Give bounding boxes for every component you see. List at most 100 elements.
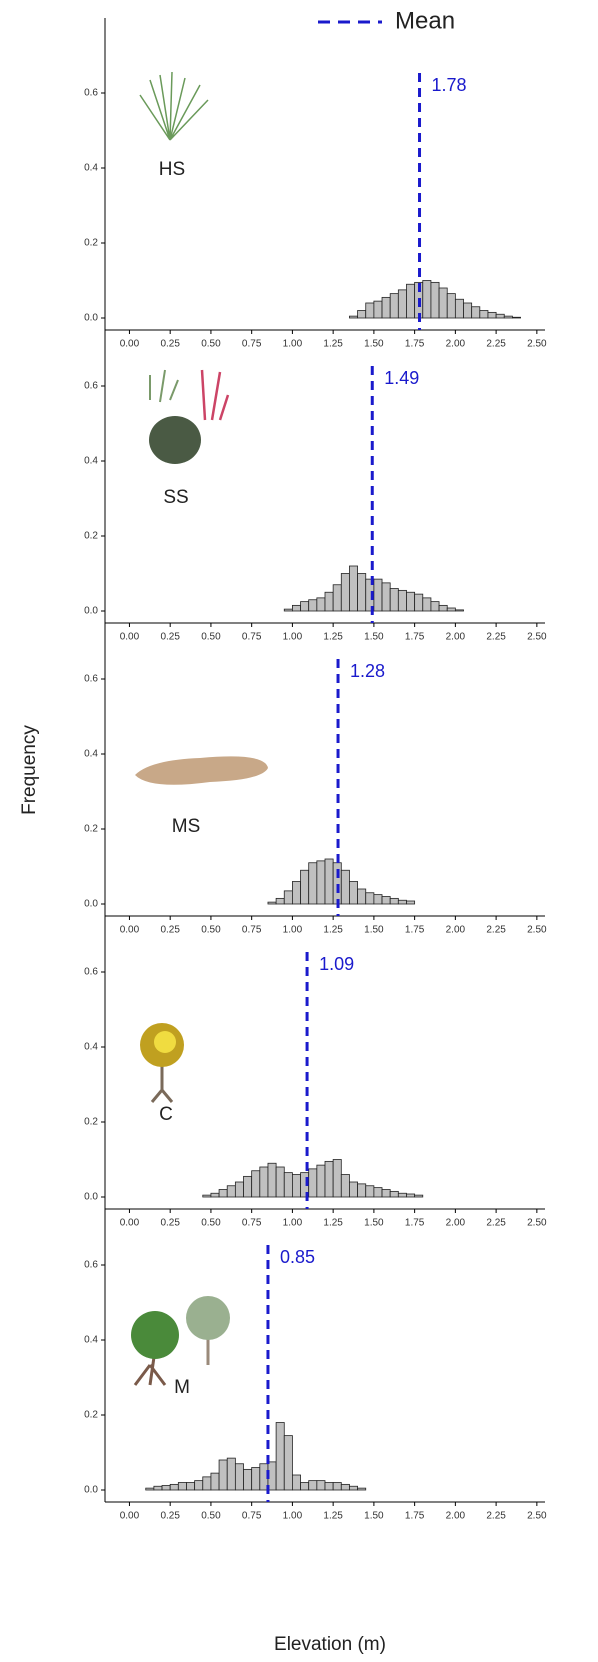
bar	[161, 1485, 171, 1491]
mean-label: 1.09	[319, 954, 354, 974]
x-tick-label: 1.25	[323, 339, 343, 350]
x-tick-label: 0.00	[120, 632, 140, 643]
x-tick-label: 2.25	[486, 1218, 506, 1229]
x-tick-label: 0.25	[160, 1218, 180, 1229]
bar	[381, 896, 391, 905]
bar	[438, 287, 448, 319]
x-tick-label: 1.75	[405, 925, 425, 936]
x-tick-label: 1.00	[283, 925, 303, 936]
bar	[283, 1435, 293, 1491]
x-tick-label: 0.25	[160, 339, 180, 350]
x-tick-label: 1.25	[323, 1218, 343, 1229]
bar	[357, 1487, 367, 1491]
x-tick-label: 0.50	[201, 632, 221, 643]
y-tick-label: 0.4	[84, 456, 98, 467]
y-tick-label: 0.2	[84, 1410, 98, 1421]
bar	[234, 1181, 244, 1198]
bar	[324, 591, 334, 612]
bar	[300, 1482, 310, 1491]
bar	[186, 1482, 196, 1491]
y-axis-label: Frequency	[19, 725, 40, 815]
x-tick-label: 2.25	[486, 339, 506, 350]
bar	[177, 1482, 187, 1491]
panel-label: C	[159, 1104, 173, 1125]
panel-label: HS	[159, 159, 185, 180]
bar	[283, 608, 293, 612]
y-tick-label: 0.6	[84, 967, 98, 978]
x-tick-label: 0.75	[242, 339, 262, 350]
bar	[365, 302, 375, 319]
bar	[430, 281, 440, 319]
bar	[340, 573, 350, 612]
x-tick-label: 1.75	[405, 339, 425, 350]
x-tick-label: 2.25	[486, 632, 506, 643]
y-tick-label: 0.6	[84, 1260, 98, 1271]
x-tick-label: 1.50	[364, 1218, 384, 1229]
bar	[300, 869, 310, 905]
bar	[324, 858, 334, 905]
panel-label: MS	[172, 816, 201, 837]
bar	[194, 1480, 204, 1491]
bar	[275, 1166, 285, 1198]
bar	[349, 881, 358, 905]
bar	[210, 1192, 220, 1198]
bar	[145, 1487, 155, 1491]
x-tick-label: 1.50	[364, 339, 384, 350]
x-tick-label: 1.50	[364, 1511, 384, 1522]
bar	[389, 1190, 399, 1198]
x-tick-label: 1.75	[405, 1511, 425, 1522]
bar	[495, 313, 505, 319]
bar	[308, 599, 318, 612]
x-tick-label: 1.25	[323, 925, 343, 936]
bar	[292, 1174, 301, 1198]
x-tick-label: 1.50	[364, 925, 384, 936]
mean-label: 1.49	[384, 368, 419, 388]
bar	[373, 1187, 383, 1198]
bar	[503, 315, 513, 319]
icon-mudflat	[135, 756, 268, 785]
y-tick-label: 0.4	[84, 749, 98, 760]
bar	[292, 881, 301, 905]
x-tick-label: 0.25	[160, 632, 180, 643]
x-tick-label: 2.00	[446, 339, 466, 350]
bar	[218, 1189, 228, 1198]
x-tick-label: 0.50	[201, 925, 221, 936]
bar	[202, 1194, 212, 1198]
bar	[422, 280, 432, 319]
bar	[316, 1480, 326, 1491]
x-tick-label: 0.50	[201, 1511, 221, 1522]
x-tick-label: 2.50	[527, 1511, 547, 1522]
bar	[340, 1483, 350, 1491]
bar	[373, 894, 383, 905]
bar	[381, 1189, 391, 1198]
x-tick-label: 0.00	[120, 339, 140, 350]
x-tick-label: 2.25	[486, 1511, 506, 1522]
bar	[373, 578, 383, 612]
y-tick-label: 0.6	[84, 381, 98, 392]
x-tick-label: 1.00	[283, 1218, 303, 1229]
bar	[243, 1175, 253, 1198]
bar	[357, 573, 367, 612]
y-tick-label: 0.2	[84, 824, 98, 835]
bar	[381, 296, 391, 319]
x-tick-label: 0.75	[242, 925, 262, 936]
y-tick-label: 0.4	[84, 1335, 98, 1346]
bar	[332, 862, 342, 905]
bar	[397, 589, 407, 612]
y-tick-label: 0.6	[84, 88, 98, 99]
bar	[430, 601, 440, 612]
bar	[397, 899, 407, 905]
bar	[226, 1185, 236, 1198]
bar	[324, 1160, 334, 1198]
bar	[389, 897, 399, 905]
x-tick-label: 0.00	[120, 1218, 140, 1229]
bar	[210, 1472, 220, 1491]
y-tick-label: 0.2	[84, 238, 98, 249]
bar	[324, 1482, 334, 1491]
bar	[153, 1485, 163, 1491]
x-tick-label: 0.00	[120, 1511, 140, 1522]
bar	[446, 607, 456, 612]
bar	[267, 1162, 277, 1198]
bar	[332, 1159, 342, 1198]
x-tick-label: 2.25	[486, 925, 506, 936]
